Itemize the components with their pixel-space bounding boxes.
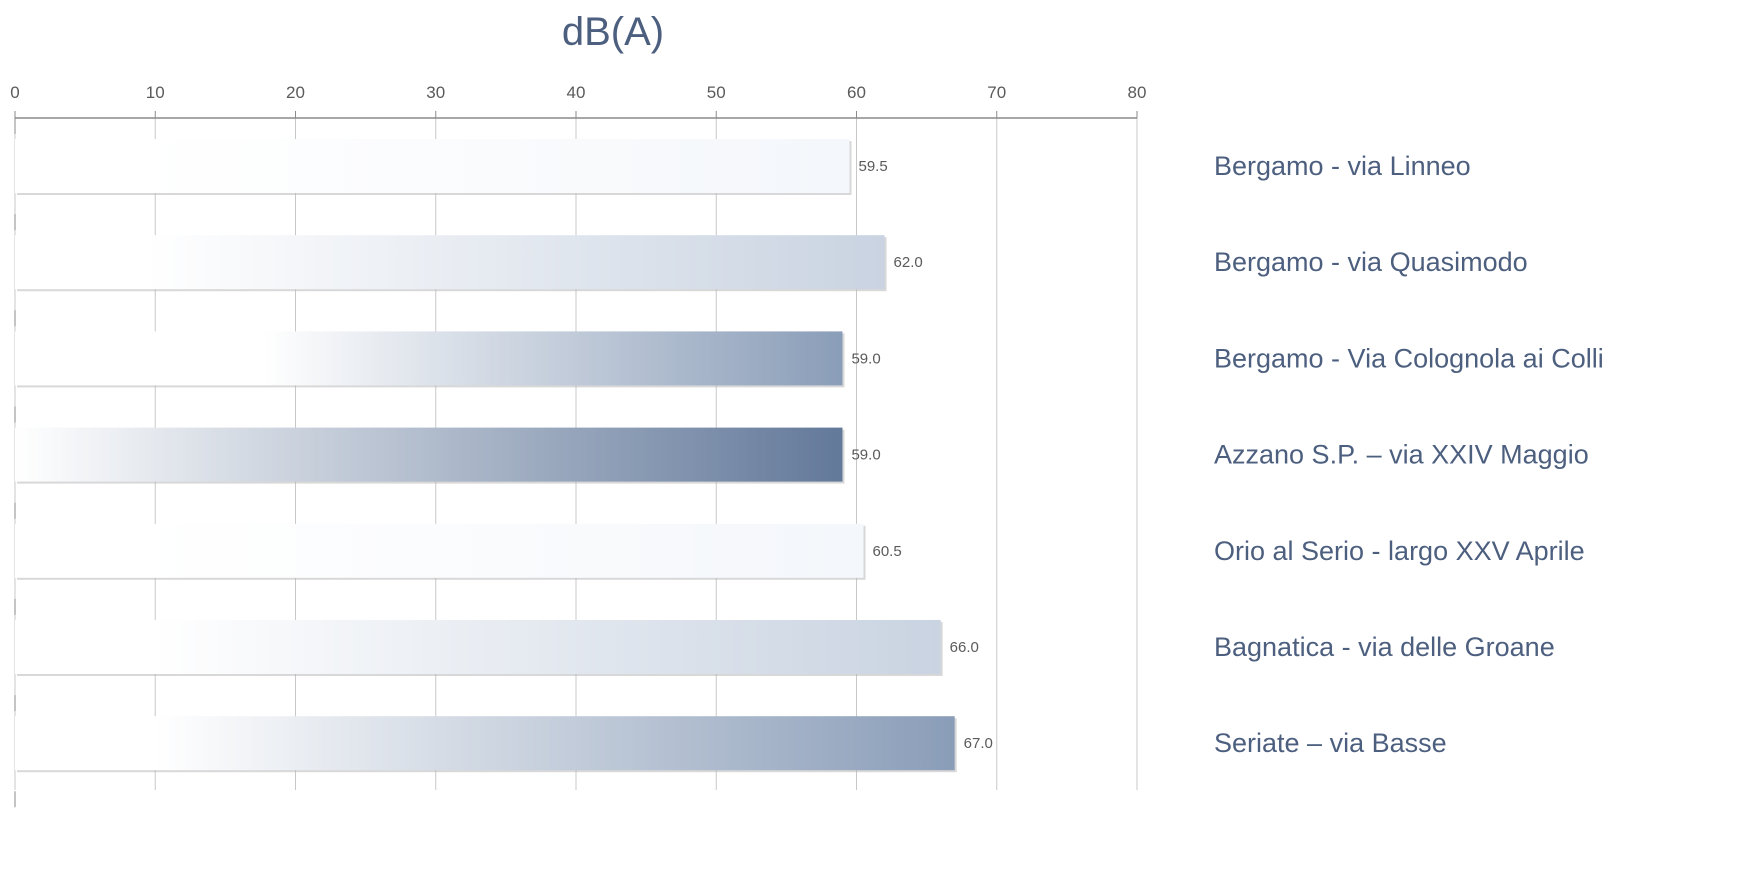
bar-value-label: 67.0 — [964, 735, 993, 752]
bar — [15, 331, 843, 386]
bar-value-label: 60.5 — [873, 543, 902, 560]
bar-value-label: 59.5 — [858, 158, 887, 175]
chart-title: dB(A) — [562, 10, 664, 54]
category-label: Bergamo - via Linneo — [1214, 151, 1471, 181]
x-tick-label: 0 — [10, 83, 19, 102]
category-label: Orio al Serio - largo XXV Aprile — [1214, 536, 1585, 566]
category-label: Seriate – via Basse — [1214, 728, 1447, 758]
bar-series: 59.5 62.0 59.0 59.0 60.5 66.0 67.0 — [15, 139, 993, 773]
bar — [15, 620, 941, 674]
bar-value-label: 59.0 — [851, 350, 880, 367]
bar — [15, 523, 864, 578]
bar-value-label: 62.0 — [894, 254, 923, 271]
bar — [15, 716, 955, 771]
x-tick-label: 30 — [426, 83, 445, 102]
x-tick-label: 20 — [286, 83, 305, 102]
x-tick-label: 80 — [1128, 83, 1147, 102]
category-label: Bergamo - via Quasimodo — [1214, 247, 1528, 277]
x-tick-label: 60 — [847, 83, 866, 102]
x-axis: 0 10 20 30 40 50 60 70 80 — [10, 83, 1147, 808]
x-tick-label: 70 — [987, 83, 1006, 102]
bar — [15, 427, 843, 482]
category-labels: Bergamo - via Linneo Bergamo - via Quasim… — [1214, 151, 1604, 758]
x-tick-label: 10 — [146, 83, 165, 102]
category-label: Bergamo - Via Colognola ai Colli — [1214, 343, 1604, 373]
x-tick-label: 50 — [707, 83, 726, 102]
category-label: Azzano S.P. – via XXIV Maggio — [1214, 440, 1589, 470]
x-tick-label: 40 — [567, 83, 586, 102]
bar — [15, 235, 885, 290]
bar-value-label: 59.0 — [851, 447, 880, 464]
bar-value-label: 66.0 — [950, 639, 979, 656]
category-label: Bagnatica - via delle Groane — [1214, 632, 1555, 662]
bar — [15, 139, 850, 193]
